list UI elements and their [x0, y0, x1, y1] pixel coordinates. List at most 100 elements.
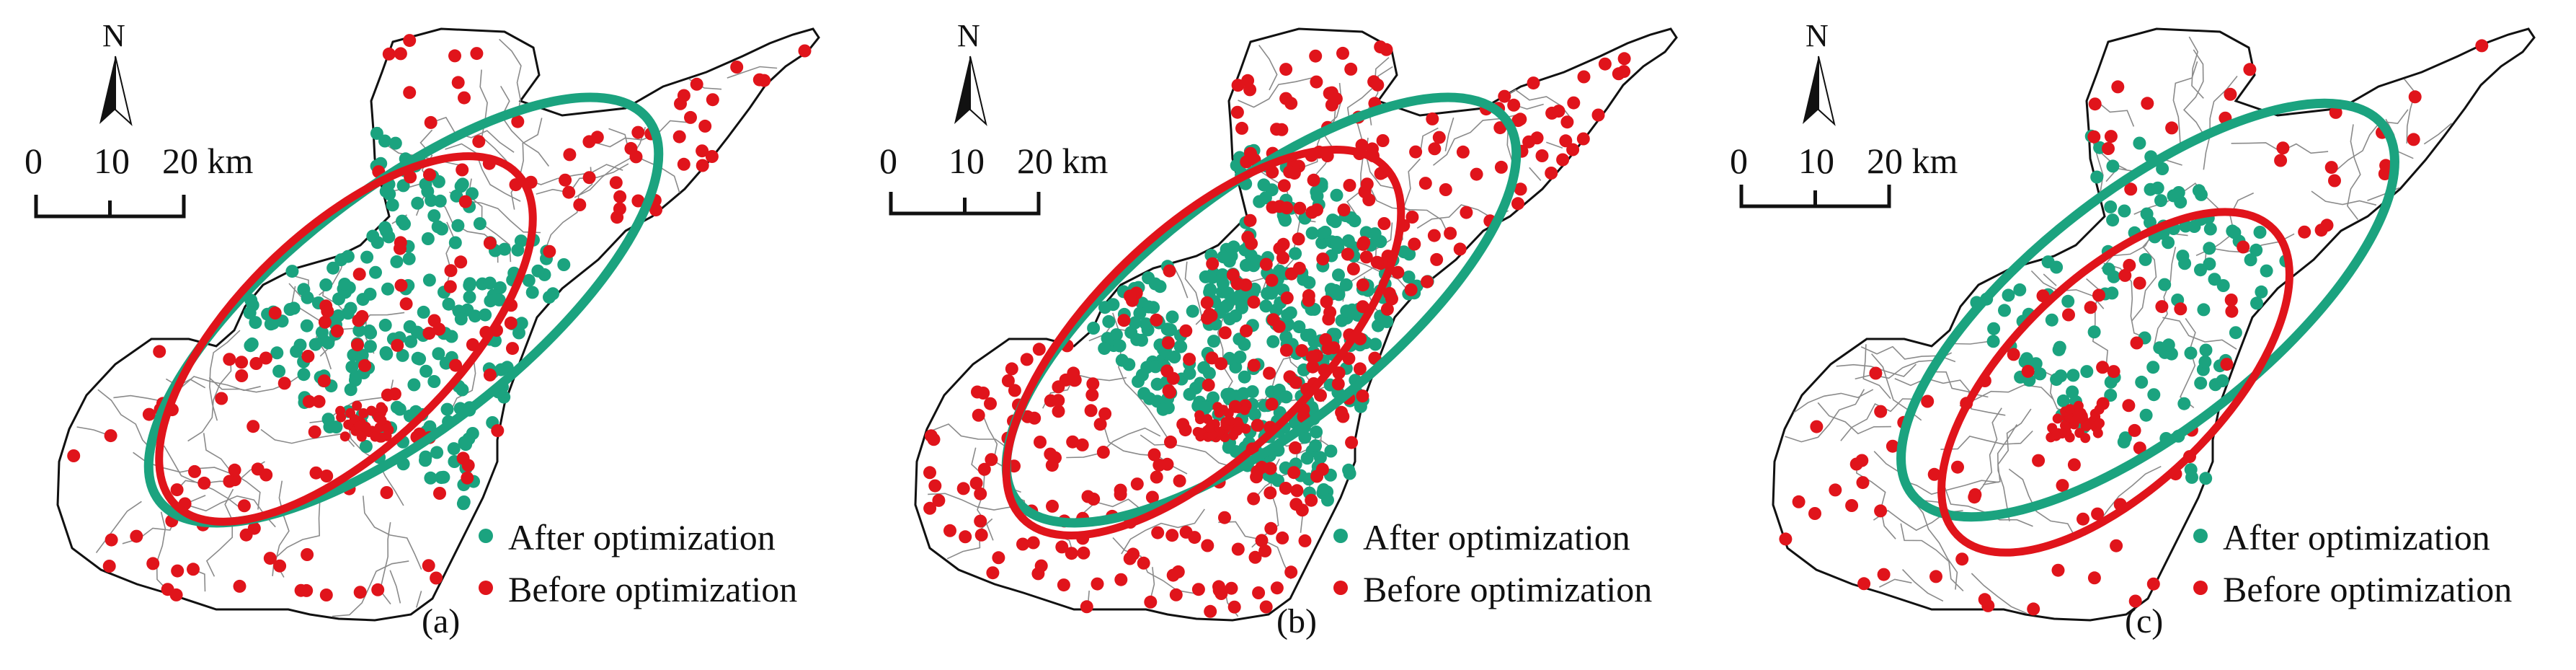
site-before [1266, 200, 1279, 214]
site-after [457, 495, 471, 508]
map-panel-a: N 0 10 20 km After optimization Before o… [0, 0, 858, 670]
site-after [1369, 338, 1382, 351]
site-before [1008, 384, 1021, 397]
site-after [2147, 388, 2161, 402]
legend-after-label: After optimization [508, 517, 776, 557]
site-before [573, 198, 587, 211]
site-before [2091, 507, 2105, 521]
site-before [971, 385, 984, 399]
site-before [422, 559, 435, 573]
site-after [329, 420, 343, 434]
site-before [1545, 167, 1558, 180]
site-before [1247, 492, 1261, 506]
site-after [2194, 376, 2208, 390]
north-arrow-icon [954, 56, 987, 126]
site-before [1055, 540, 1069, 554]
site-after [498, 242, 511, 256]
site-before [1319, 332, 1333, 346]
site-before [1164, 435, 1177, 449]
site-before [1252, 586, 1266, 599]
site-after [1266, 335, 1280, 348]
scale-tick-10: 10 [1798, 141, 1834, 181]
site-before [2328, 174, 2341, 188]
site-after [2188, 220, 2201, 233]
site-after [369, 265, 382, 279]
site-before [1137, 556, 1150, 570]
site-after [1324, 444, 1338, 458]
site-before [1444, 226, 1457, 240]
site-before [1310, 203, 1323, 216]
site-before [1194, 410, 1205, 420]
district-boundary [1173, 265, 1189, 299]
site-after [321, 413, 335, 426]
district-boundary [574, 126, 647, 198]
site-before [559, 173, 572, 187]
district-boundary [156, 511, 170, 593]
site-before [491, 424, 505, 438]
site-before [992, 551, 1005, 565]
scale-tick-20: 20 km [162, 141, 254, 181]
site-before [1163, 264, 1176, 278]
site-after [2117, 435, 2131, 449]
site-after [2146, 361, 2160, 374]
site-before [1248, 550, 1262, 564]
site-after [1298, 431, 1312, 444]
site-after [484, 294, 497, 308]
site-before [1391, 265, 1405, 279]
site-before [1243, 83, 1257, 97]
site-before [1243, 213, 1257, 227]
site-before [1026, 536, 1040, 550]
panel-label: (b) [1276, 602, 1317, 640]
site-before [1404, 283, 1418, 296]
site-before [1498, 89, 1511, 103]
district-boundary [1419, 127, 1439, 154]
site-after [430, 446, 444, 459]
site-before [974, 487, 987, 501]
site-after [1147, 301, 1160, 314]
site-after [2133, 136, 2146, 150]
district-boundary [1118, 350, 1168, 438]
site-before [1034, 436, 1047, 449]
site-before [1259, 600, 1273, 614]
site-after [1340, 304, 1354, 318]
district-boundary [332, 560, 409, 617]
site-after [1339, 278, 1353, 291]
site-before [1507, 98, 1521, 112]
site-before [1020, 353, 1034, 366]
district-boundary [173, 461, 265, 494]
site-before [2052, 413, 2063, 424]
site-before [1230, 277, 1244, 291]
site-after [2203, 222, 2217, 236]
site-before [233, 579, 247, 593]
site-after [1139, 317, 1152, 331]
site-before [403, 86, 417, 100]
site-before [321, 304, 334, 318]
site-before [433, 487, 446, 500]
site-before [249, 357, 263, 370]
site-before [330, 325, 344, 338]
site-before [391, 338, 404, 352]
site-after [396, 179, 410, 193]
site-before [317, 374, 331, 388]
site-after [2104, 389, 2118, 402]
site-before [1114, 573, 1128, 586]
site-before [1250, 470, 1263, 484]
site-before [1001, 374, 1015, 387]
site-before [1380, 302, 1394, 316]
site-after [1229, 309, 1243, 322]
site-before [353, 586, 367, 599]
site-before [215, 392, 228, 405]
site-after [2151, 181, 2164, 195]
legend-after-label: After optimization [1363, 517, 1630, 557]
site-after [2140, 207, 2154, 221]
site-after [1259, 299, 1273, 313]
site-after [1248, 407, 1261, 421]
site-before [430, 571, 443, 585]
site-before [1567, 96, 1581, 110]
district-boundary [2347, 124, 2361, 221]
site-before [381, 388, 394, 402]
site-before [1179, 324, 1193, 338]
site-after [2184, 346, 2198, 360]
district-boundary [1900, 523, 1964, 591]
site-after [301, 291, 314, 304]
